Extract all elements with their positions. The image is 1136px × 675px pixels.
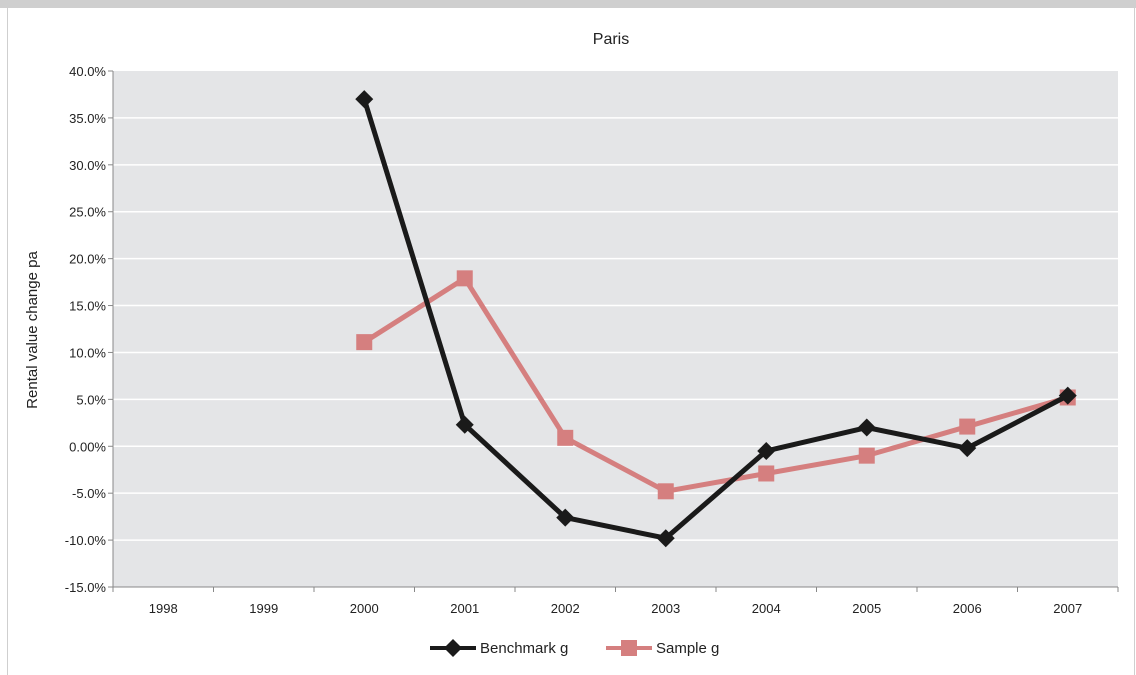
x-tick-label: 2004 [752,601,781,616]
legend: Benchmark g Sample g [430,639,719,657]
data-point [857,418,876,437]
data-point [456,270,473,287]
data-point [757,441,776,460]
data-point [758,465,775,482]
plot-area [113,71,1118,587]
gridlines [113,117,1118,541]
data-point [656,529,675,548]
y-tick-label: -15.0% [65,580,107,595]
frame-left-border [7,8,8,675]
x-tick-label: 1999 [249,601,278,616]
x-tick-label: 2006 [953,601,982,616]
x-tick-label: 2000 [350,601,379,616]
legend-item: Benchmark g [430,639,568,657]
x-tick-label: 2005 [852,601,881,616]
legend-item: Sample g [606,640,719,657]
y-tick-label: 0.00% [69,439,106,454]
legend-swatch-marker [621,640,637,656]
y-tick-label: 15.0% [69,299,106,314]
x-axis-ticks: 1998 1999 2000 2001 2002 2003 2004 2005 2006 2007 [112,587,1119,616]
data-point [557,429,574,446]
x-tick-label: 2007 [1053,601,1082,616]
data-point [958,439,977,458]
frame-top-border [0,0,1136,8]
legend-swatch-marker [444,639,462,657]
data-point [455,415,474,434]
frame-right-border [1134,8,1135,675]
data-point [657,483,674,500]
y-tick-label: 5.0% [76,392,106,407]
x-tick-label: 1998 [149,601,178,616]
data-point [356,334,373,351]
series-line [362,275,1069,494]
x-tick-label: 2002 [551,601,580,616]
data-point [1058,386,1077,405]
legend-label: Sample g [656,640,719,657]
y-tick-label: 30.0% [69,158,106,173]
x-tick-label: 2003 [651,601,680,616]
data-point [959,418,976,435]
y-axis-label: Rental value change pa [24,251,41,409]
series-group [355,90,1077,548]
y-tick-label: 40.0% [69,64,106,79]
data-point [556,508,575,527]
x-tick-label: 2001 [450,601,479,616]
legend-label: Benchmark g [480,640,568,657]
series-line [361,98,1069,541]
data-point [355,90,374,109]
y-tick-label: -5.0% [72,486,106,501]
data-point [858,447,875,464]
y-tick-label: -10.0% [65,533,107,548]
y-tick-label: 10.0% [69,345,106,360]
y-tick-label: 20.0% [69,252,106,267]
y-tick-label: 25.0% [69,205,106,220]
y-axis-ticks: 40.0% 35.0% 30.0% 25.0% 20.0% 15.0% 10.0% 5.0% 0… [65,64,113,595]
chart-title: Paris [593,31,629,48]
y-tick-label: 35.0% [69,111,106,126]
